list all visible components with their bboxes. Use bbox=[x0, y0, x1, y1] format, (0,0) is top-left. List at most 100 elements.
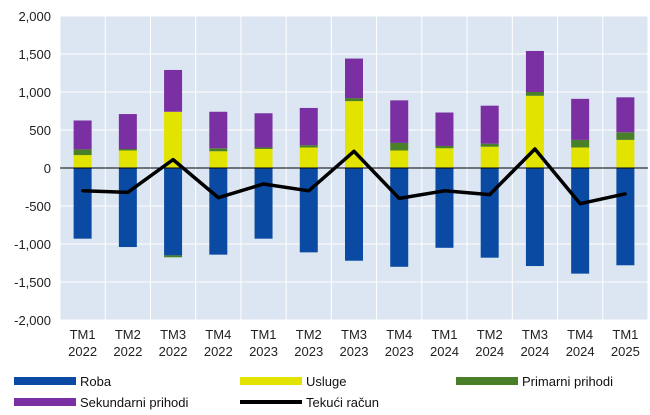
bar-usluge bbox=[118, 150, 137, 168]
bar-sekundarni-prihodi bbox=[254, 113, 273, 148]
x-tick-label-quarter: TM1 bbox=[251, 327, 277, 342]
line-point bbox=[352, 149, 356, 153]
bar-roba bbox=[616, 168, 635, 266]
x-tick-label-year: 2024 bbox=[520, 344, 549, 359]
bar-roba bbox=[164, 168, 183, 256]
bar-roba bbox=[73, 168, 92, 239]
x-tick-label-quarter: TM4 bbox=[567, 327, 593, 342]
bar-primarni-prihodi bbox=[73, 149, 92, 156]
y-tick-label: 2,000 bbox=[18, 9, 51, 24]
bar-sekundarni-prihodi bbox=[480, 105, 499, 144]
legend-swatch-usluge bbox=[240, 377, 302, 385]
bar-sekundarni-prihodi bbox=[345, 58, 363, 99]
bar-sekundarni-prihodi bbox=[118, 114, 137, 149]
bar-roba bbox=[390, 168, 409, 267]
bar-sekundarni-prihodi bbox=[209, 111, 228, 149]
legend: Roba Usluge Primarni prihodi Sekundarni … bbox=[0, 368, 650, 415]
bar-usluge bbox=[480, 146, 499, 168]
x-tick-label-quarter: TM2 bbox=[477, 327, 503, 342]
legend-label-roba: Roba bbox=[80, 373, 112, 389]
bar-primarni-prihodi bbox=[209, 148, 228, 152]
bar-sekundarni-prihodi bbox=[525, 50, 544, 92]
x-tick-label-year: 2023 bbox=[340, 344, 369, 359]
x-tick-label-quarter: TM3 bbox=[522, 327, 548, 342]
bar-usluge bbox=[299, 147, 318, 168]
line-point bbox=[442, 189, 446, 193]
legend-line-tekuci bbox=[240, 400, 302, 404]
x-tick-label-quarter: TM3 bbox=[341, 327, 367, 342]
line-point bbox=[578, 202, 582, 206]
bar-usluge bbox=[345, 101, 363, 168]
x-tick-label-year: 2023 bbox=[294, 344, 323, 359]
line-point bbox=[81, 189, 85, 193]
x-tick-label-quarter: TM1 bbox=[612, 327, 638, 342]
x-tick-label-quarter: TM1 bbox=[431, 327, 457, 342]
legend-swatch-primarni bbox=[456, 377, 518, 385]
bar-roba bbox=[118, 168, 137, 248]
bar-usluge bbox=[435, 148, 454, 168]
bar-roba bbox=[299, 168, 318, 253]
legend-swatch-roba bbox=[14, 377, 76, 385]
bar-sekundarni-prihodi bbox=[164, 69, 183, 112]
x-tick-label-year: 2022 bbox=[159, 344, 188, 359]
legend-label-tekuci: Tekući račun bbox=[306, 394, 379, 410]
x-tick-label-year: 2023 bbox=[385, 344, 414, 359]
y-tick-label: -500 bbox=[25, 199, 51, 214]
bar-primarni-prihodi bbox=[164, 255, 183, 258]
line-point bbox=[623, 192, 627, 196]
x-tick-label-quarter: TM4 bbox=[205, 327, 231, 342]
y-tick-label: -1,500 bbox=[14, 275, 51, 290]
bar-sekundarni-prihodi bbox=[73, 120, 92, 150]
line-point bbox=[216, 196, 220, 200]
bar-roba bbox=[571, 168, 590, 274]
bar-usluge bbox=[164, 111, 183, 168]
bar-roba bbox=[435, 168, 454, 248]
y-tick-label: 0 bbox=[44, 161, 51, 176]
x-tick-label-quarter: TM3 bbox=[160, 327, 186, 342]
x-tick-label-year: 2023 bbox=[249, 344, 278, 359]
x-tick-label-quarter: TM1 bbox=[70, 327, 96, 342]
bar-sekundarni-prihodi bbox=[390, 100, 409, 143]
x-tick-label-year: 2024 bbox=[430, 344, 459, 359]
x-tick-label-year: 2022 bbox=[68, 344, 97, 359]
bar-usluge bbox=[571, 147, 590, 168]
legend-item-usluge: Usluge bbox=[240, 372, 346, 390]
x-tick-label-year: 2024 bbox=[475, 344, 504, 359]
bar-usluge bbox=[73, 155, 92, 168]
bar-sekundarni-prihodi bbox=[616, 97, 635, 133]
bar-roba bbox=[209, 168, 228, 255]
bar-primarni-prihodi bbox=[616, 132, 635, 140]
legend-label-usluge: Usluge bbox=[306, 373, 347, 389]
bar-usluge bbox=[209, 151, 228, 168]
y-tick-label: 500 bbox=[29, 123, 51, 138]
x-tick-label-quarter: TM2 bbox=[296, 327, 322, 342]
bar-primarni-prihodi bbox=[435, 145, 454, 149]
legend-swatch-sekundarni bbox=[14, 398, 76, 406]
bar-roba bbox=[254, 168, 273, 239]
bar-primarni-prihodi bbox=[525, 92, 544, 96]
chart-svg: 2,000 1,500 1,000 500 0 -500 -1,000 -1,500 -2,00… bbox=[14, 9, 649, 359]
bar-primarni-prihodi bbox=[299, 145, 318, 148]
bar-primarni-prihodi bbox=[480, 143, 499, 147]
y-tick-label: -2,000 bbox=[14, 313, 51, 328]
bar-roba bbox=[525, 168, 544, 267]
line-point bbox=[262, 182, 266, 186]
bar-usluge bbox=[525, 95, 544, 168]
bar-roba bbox=[345, 168, 363, 261]
bar-primarni-prihodi bbox=[118, 149, 137, 151]
bar-sekundarni-prihodi bbox=[435, 112, 454, 146]
legend-item-roba: Roba bbox=[14, 372, 111, 390]
legend-label-sekundarni: Sekundarni prihodi bbox=[80, 394, 189, 410]
legend-item-primarni: Primarni prihodi bbox=[456, 372, 613, 390]
y-tick-label: -1,000 bbox=[14, 237, 51, 252]
bar-primarni-prihodi bbox=[254, 147, 273, 149]
line-point bbox=[533, 147, 537, 151]
bar-primarni-prihodi bbox=[571, 139, 590, 148]
bar-roba bbox=[480, 168, 499, 258]
bar-usluge bbox=[254, 149, 273, 168]
bar-usluge bbox=[616, 139, 635, 168]
bar-sekundarni-prihodi bbox=[571, 98, 590, 140]
legend-item-sekundarni: Sekundarni prihodi bbox=[14, 393, 188, 411]
legend-item-tekuci: Tekući račun bbox=[240, 393, 379, 411]
